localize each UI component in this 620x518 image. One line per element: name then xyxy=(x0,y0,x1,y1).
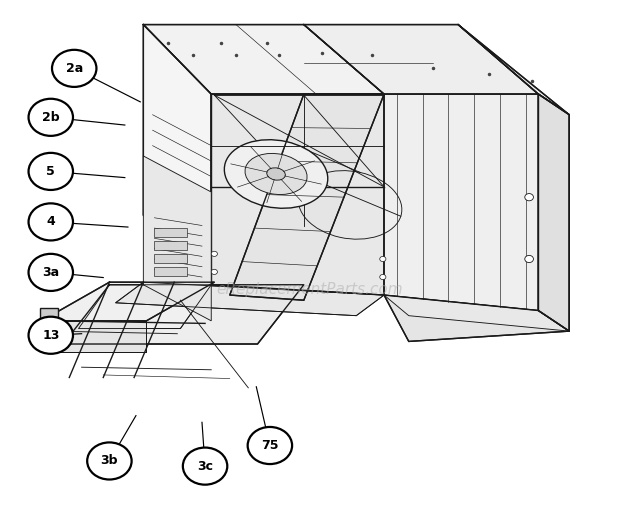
Circle shape xyxy=(52,50,97,87)
Polygon shape xyxy=(211,94,384,295)
Circle shape xyxy=(247,427,292,464)
Circle shape xyxy=(525,255,533,263)
Text: 75: 75 xyxy=(261,439,278,452)
Polygon shape xyxy=(538,94,569,331)
Ellipse shape xyxy=(224,140,328,208)
Text: eReplacementParts.com: eReplacementParts.com xyxy=(216,282,404,297)
Polygon shape xyxy=(154,228,187,237)
Circle shape xyxy=(29,153,73,190)
Polygon shape xyxy=(538,94,569,331)
Text: 3a: 3a xyxy=(42,266,60,279)
Polygon shape xyxy=(384,94,538,310)
Text: 13: 13 xyxy=(42,329,60,342)
Ellipse shape xyxy=(245,153,307,195)
Polygon shape xyxy=(230,94,384,300)
Polygon shape xyxy=(143,156,211,321)
Polygon shape xyxy=(304,24,538,94)
Circle shape xyxy=(211,251,218,256)
Text: 5: 5 xyxy=(46,165,55,178)
Circle shape xyxy=(525,194,533,201)
Polygon shape xyxy=(40,308,58,334)
Text: 2b: 2b xyxy=(42,111,60,124)
Circle shape xyxy=(29,316,73,354)
Text: 2a: 2a xyxy=(66,62,83,75)
Circle shape xyxy=(379,275,386,280)
Polygon shape xyxy=(115,282,384,315)
Polygon shape xyxy=(384,295,569,331)
Circle shape xyxy=(29,204,73,240)
Polygon shape xyxy=(458,24,569,115)
Text: 4: 4 xyxy=(46,215,55,228)
Polygon shape xyxy=(143,24,211,285)
Circle shape xyxy=(29,254,73,291)
Circle shape xyxy=(87,442,131,480)
Circle shape xyxy=(379,256,386,262)
Polygon shape xyxy=(42,321,146,352)
Polygon shape xyxy=(154,241,187,250)
Polygon shape xyxy=(143,24,384,94)
Circle shape xyxy=(183,448,228,485)
Polygon shape xyxy=(42,282,215,321)
Polygon shape xyxy=(384,295,569,341)
Polygon shape xyxy=(154,254,187,263)
Ellipse shape xyxy=(267,168,285,180)
Polygon shape xyxy=(154,267,187,276)
Polygon shape xyxy=(79,285,211,328)
Text: 3c: 3c xyxy=(197,459,213,472)
Circle shape xyxy=(211,269,218,275)
Polygon shape xyxy=(63,285,304,344)
Circle shape xyxy=(29,99,73,136)
Text: 3b: 3b xyxy=(100,454,118,467)
